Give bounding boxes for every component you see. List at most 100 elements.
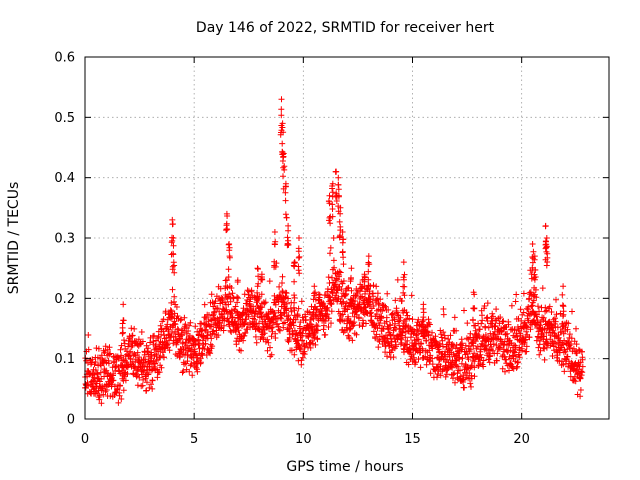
x-tick-label: 20 [513, 432, 530, 447]
data-point [549, 353, 556, 359]
data-point [85, 346, 92, 353]
data-point [400, 289, 407, 296]
data-point [171, 310, 178, 317]
data-point [512, 346, 519, 353]
data-point [523, 343, 530, 350]
data-point [120, 301, 127, 308]
data-point [335, 174, 342, 181]
data-point [186, 368, 193, 375]
data-point [494, 350, 501, 357]
data-point [434, 371, 441, 377]
data-point [179, 339, 186, 346]
data-point [117, 346, 124, 353]
data-point [282, 180, 289, 187]
data-point [564, 353, 571, 360]
data-point [423, 361, 430, 368]
data-point [127, 348, 134, 355]
data-point [266, 278, 273, 285]
data-point [515, 359, 522, 365]
data-point [420, 301, 427, 308]
data-point [398, 339, 405, 346]
data-point [487, 330, 494, 337]
data-point [504, 349, 511, 355]
data-point [546, 303, 553, 310]
data-point [429, 361, 436, 368]
data-point [254, 265, 261, 272]
data-point [528, 303, 535, 310]
data-point [577, 393, 584, 400]
data-point [276, 283, 283, 290]
data-point [120, 317, 127, 324]
data-point [513, 291, 520, 298]
data-point [225, 266, 232, 273]
data-point [467, 330, 474, 337]
data-point [89, 356, 96, 363]
data-point [579, 369, 586, 376]
data-point [107, 350, 114, 357]
data-point [210, 328, 217, 335]
data-point [521, 337, 528, 344]
data-point [282, 189, 289, 196]
data-point [557, 310, 564, 317]
data-point [95, 345, 102, 352]
data-point [222, 299, 228, 306]
data-point [170, 259, 177, 266]
data-point [218, 294, 225, 301]
data-point [124, 371, 131, 377]
data-point [339, 249, 346, 256]
data-point [148, 381, 154, 388]
data-point [245, 313, 252, 320]
data-point [98, 400, 105, 407]
data-point [279, 280, 285, 286]
data-point [519, 347, 525, 354]
data-point [234, 309, 241, 316]
data-point [357, 294, 364, 301]
data-point [226, 254, 233, 261]
data-point [208, 335, 215, 342]
data-point [328, 300, 335, 307]
data-point [440, 343, 446, 350]
data-point [258, 271, 265, 278]
data-point [142, 356, 149, 363]
data-point [346, 335, 353, 342]
data-point [272, 335, 279, 341]
data-point [370, 282, 377, 289]
data-point [178, 316, 185, 323]
data-point [461, 384, 468, 391]
data-point [174, 313, 181, 319]
data-point [264, 347, 271, 354]
data-point [131, 351, 138, 357]
data-point [427, 370, 434, 377]
data-point [500, 342, 507, 349]
data-point [542, 222, 549, 229]
data-point [291, 307, 298, 314]
data-point [187, 319, 194, 326]
data-point [221, 322, 227, 329]
data-point [189, 372, 196, 379]
data-point [540, 314, 547, 321]
data-point [105, 360, 112, 367]
data-point [324, 304, 331, 311]
data-point [171, 293, 178, 300]
data-point [412, 359, 419, 366]
data-point [569, 308, 575, 315]
data-point [429, 329, 435, 336]
data-point [400, 259, 407, 266]
data-point [118, 396, 125, 402]
data-point [425, 332, 432, 339]
data-point [344, 306, 351, 313]
data-point [185, 328, 192, 334]
data-point [212, 298, 219, 305]
data-point [531, 291, 538, 298]
data-point [434, 374, 440, 381]
data-point [351, 319, 358, 326]
data-point [333, 168, 340, 175]
data-point [223, 227, 230, 234]
data-point [365, 259, 372, 266]
data-point [568, 341, 574, 347]
data-point [384, 290, 391, 297]
data-point [579, 348, 585, 355]
data-point [388, 338, 395, 345]
data-point [408, 292, 415, 299]
data-point [327, 250, 333, 257]
